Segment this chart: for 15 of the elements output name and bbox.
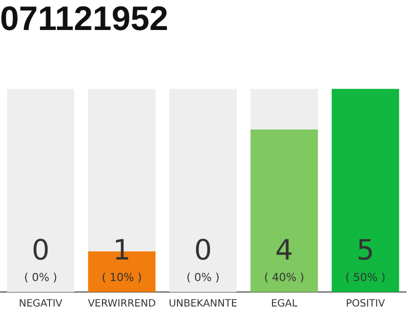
x-tick-label: EGAL	[270, 298, 298, 310]
chart-title: 071121952	[0, 0, 168, 38]
annotation: ( 0% )	[186, 270, 220, 284]
annotation: ( 0% )	[24, 270, 58, 284]
annotation: ( 50% )	[345, 270, 386, 284]
annotation: ( 40% )	[264, 270, 304, 284]
x-tick-label: UNBEKANNTE	[168, 298, 238, 310]
x-tick-label: VERWIRREND	[88, 298, 156, 310]
annotation: 0	[194, 233, 212, 266]
x-tick-label: POSITIV	[346, 298, 386, 310]
annotation: ( 10% )	[102, 270, 142, 284]
annotation: 5	[356, 233, 374, 266]
annotation: 0	[32, 233, 50, 266]
x-tick-label: NEGATIV	[18, 298, 63, 310]
annotation: 4	[275, 233, 294, 266]
